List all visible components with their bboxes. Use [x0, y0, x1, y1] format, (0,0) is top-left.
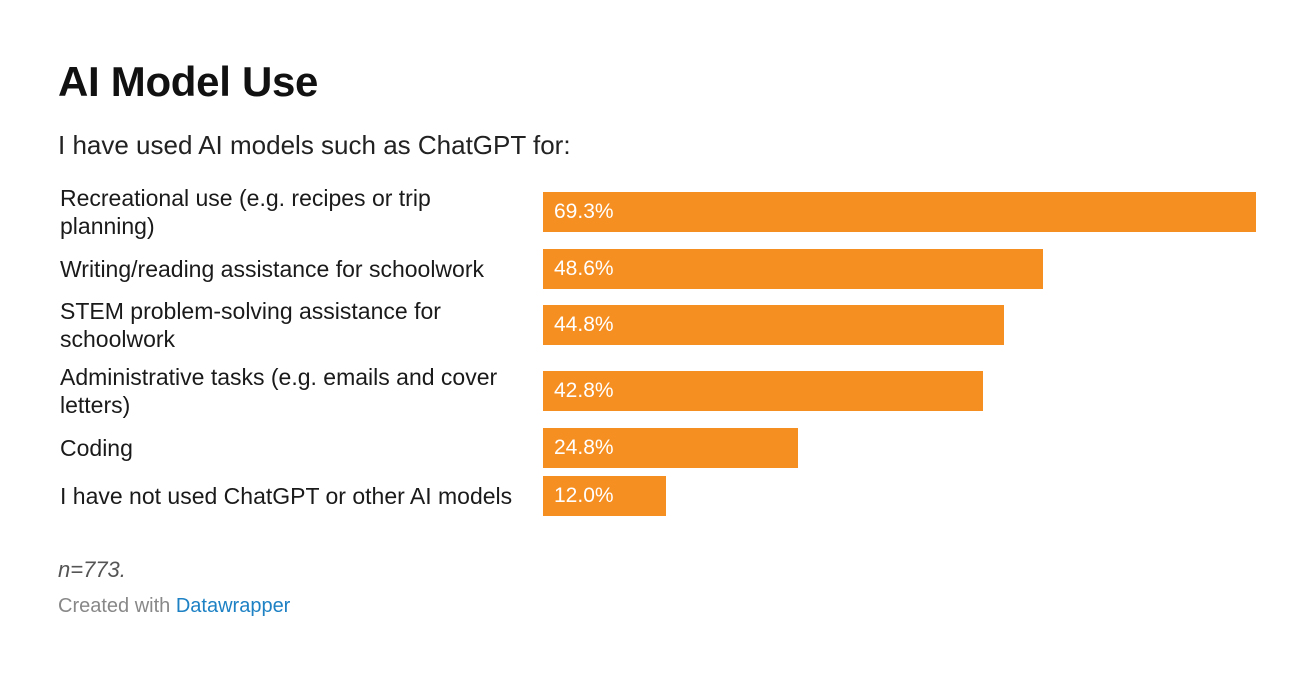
category-label: Recreational use (e.g. recipes or trip p…: [60, 185, 431, 239]
bar-value-label: 44.8%: [554, 313, 614, 336]
bar[interactable]: 69.3%: [543, 192, 1256, 232]
category-label: I have not used ChatGPT or other AI mode…: [60, 483, 513, 509]
bar-value-label: 48.6%: [554, 257, 614, 280]
chart-title: AI Model Use: [58, 58, 319, 105]
bar-value-label: 42.8%: [554, 379, 614, 402]
bar[interactable]: 24.8%: [543, 428, 799, 468]
credit-line: Created with Datawrapper: [58, 593, 290, 619]
bar-value-label: 24.8%: [554, 436, 614, 459]
category-label: STEM problem-solving assistance for scho…: [60, 298, 441, 352]
category-label: Coding: [60, 435, 133, 461]
credit-prefix: Created with: [58, 595, 171, 617]
bar[interactable]: 42.8%: [543, 371, 984, 411]
bar[interactable]: 44.8%: [543, 305, 1004, 345]
bar[interactable]: 48.6%: [543, 249, 1044, 289]
chart-subtitle: I have used AI models such as ChatGPT fo…: [58, 130, 571, 160]
sample-size-note: n=773.: [58, 557, 126, 582]
bar-value-label: 12.0%: [554, 484, 614, 507]
datawrapper-link[interactable]: Datawrapper: [175, 595, 291, 617]
category-label: Writing/reading assistance for schoolwor…: [60, 256, 484, 282]
bar[interactable]: 12.0%: [543, 476, 667, 516]
bar-value-label: 69.3%: [554, 200, 614, 223]
category-label: Administrative tasks (e.g. emails and co…: [60, 364, 498, 418]
